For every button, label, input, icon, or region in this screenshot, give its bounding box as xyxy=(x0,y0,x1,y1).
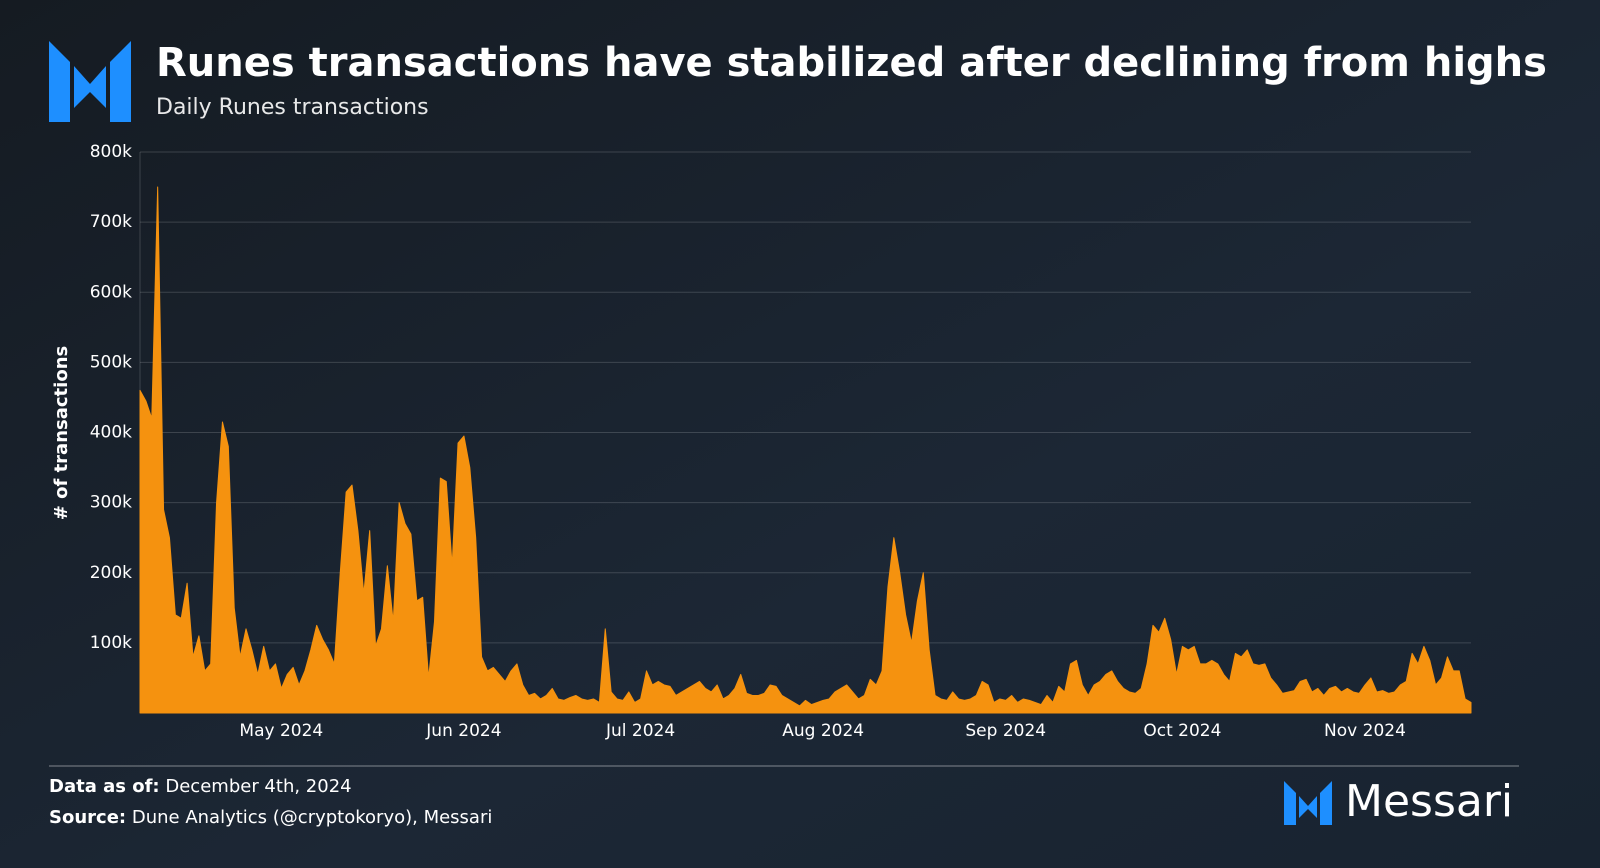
x-tick-label: May 2024 xyxy=(239,721,323,741)
x-tick-label: Jun 2024 xyxy=(425,721,501,741)
x-tick-label: Aug 2024 xyxy=(782,721,864,741)
y-tick-label: 400k xyxy=(90,423,132,443)
x-tick-label: Nov 2024 xyxy=(1324,721,1406,741)
area xyxy=(139,186,1472,714)
chart-subtitle: Daily Runes transactions xyxy=(156,95,429,120)
date-label: Data as of: xyxy=(49,776,160,797)
footer-source: Source: Dune Analytics (@cryptokoryo), M… xyxy=(49,807,492,828)
x-tick-label: Sep 2024 xyxy=(965,721,1046,741)
source-label: Source: xyxy=(49,807,126,828)
y-axis-label: # of transactions xyxy=(51,346,72,520)
y-tick-label: 500k xyxy=(90,352,132,372)
y-tick-label: 200k xyxy=(90,563,132,583)
chart-title: Runes transactions have stabilized after… xyxy=(156,40,1547,86)
brand-icon xyxy=(1284,781,1332,825)
date-value: December 4th, 2024 xyxy=(165,776,351,797)
x-tick-label: Oct 2024 xyxy=(1143,721,1221,741)
footer-date: Data as of: December 4th, 2024 xyxy=(49,776,352,797)
x-tick-label: Jul 2024 xyxy=(605,721,675,741)
y-tick-label: 700k xyxy=(90,212,132,232)
brand-name: Messari xyxy=(1345,776,1513,827)
source-value: Dune Analytics (@cryptokoryo), Messari xyxy=(132,807,493,828)
logo-icon xyxy=(49,41,131,122)
y-tick-label: 600k xyxy=(90,282,132,302)
plot-area: 100k 200k 300k 400k 500k 600k 700k 800k May 2024… xyxy=(90,142,1472,741)
y-tick-label: 800k xyxy=(90,142,132,162)
y-tick-label: 100k xyxy=(90,633,132,653)
y-tick-label: 300k xyxy=(90,493,132,513)
